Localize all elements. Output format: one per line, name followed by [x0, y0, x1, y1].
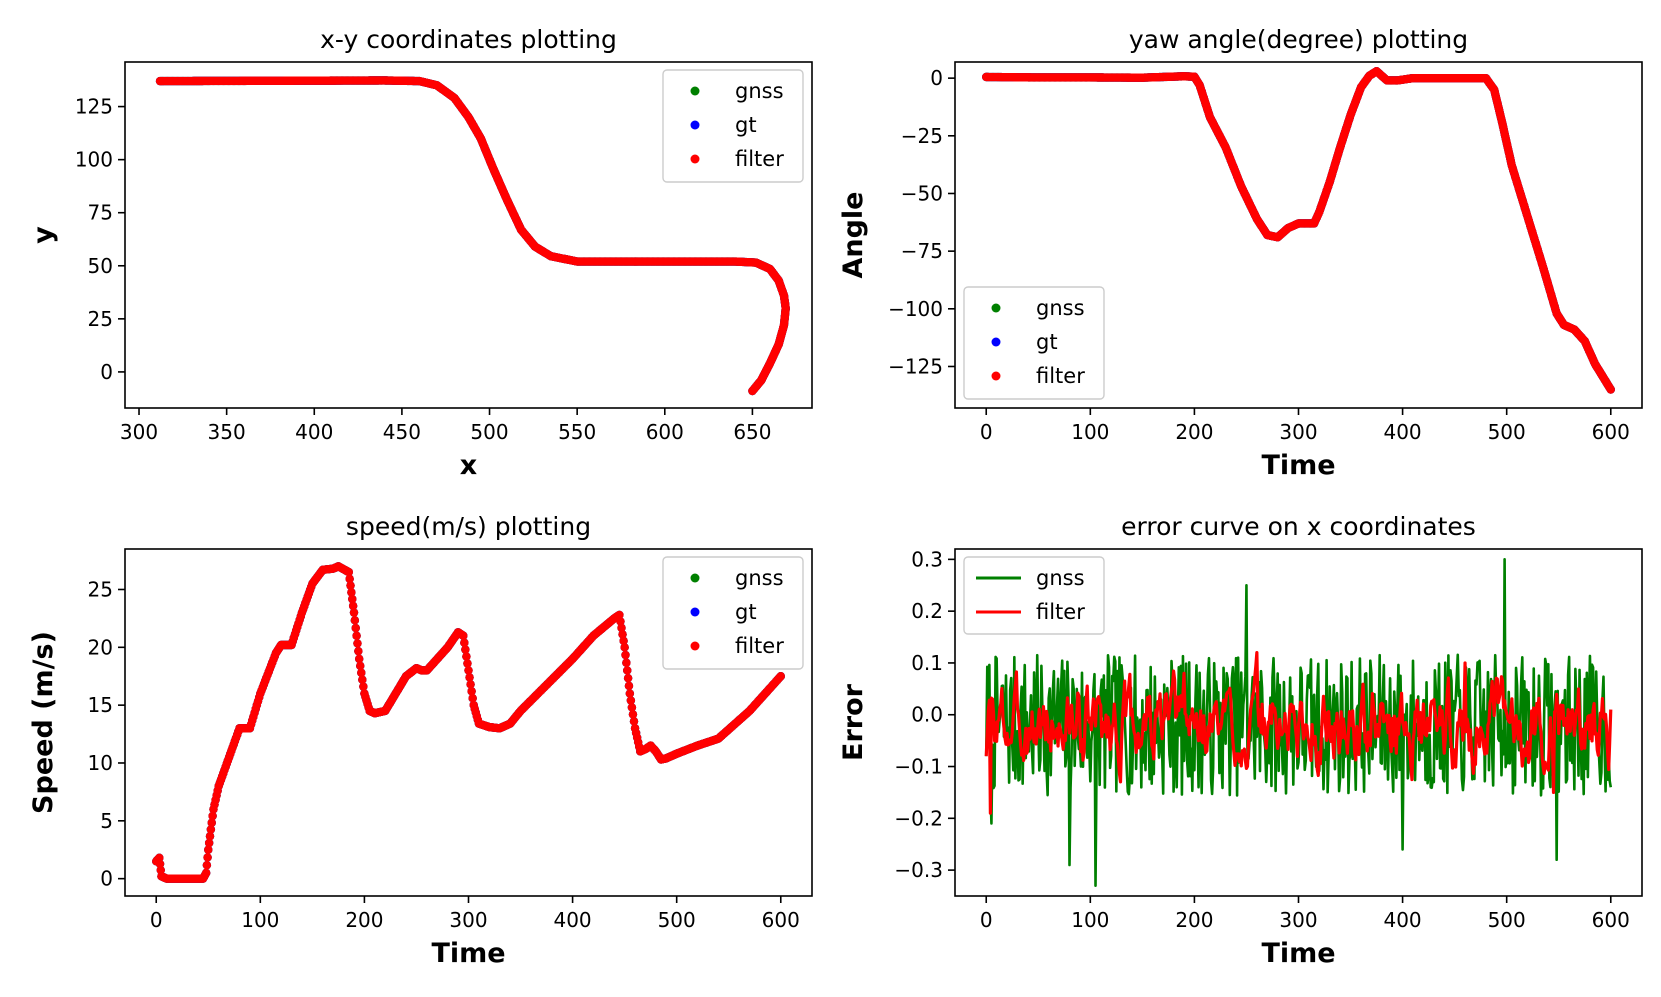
series-filter [982, 67, 1615, 394]
x-tick-label: 100 [1071, 420, 1109, 444]
data-point-filter [748, 386, 757, 396]
x-tick-label: 300 [1279, 420, 1317, 444]
y-tick-label: 50 [88, 254, 113, 278]
y-tick-label: −50 [901, 181, 943, 205]
legend-label-filter: filter [735, 147, 784, 171]
chart-speed: 0 100 200 300 400 500 6000510152025speed(m/s) … [28, 512, 813, 969]
legend-box [662, 69, 804, 183]
plot-frame [124, 61, 813, 409]
x-axis-label: x [460, 450, 477, 481]
y-tick-label: 0 [100, 360, 113, 384]
legend-label-gt: gt [735, 113, 757, 137]
x-tick-label: 650 [733, 420, 771, 444]
y-tick-label: −75 [901, 239, 943, 263]
y-tick-label: −25 [901, 124, 943, 148]
chart-title: x-y coordinates plotting [320, 25, 617, 54]
legend-label-gnss: gnss [1036, 296, 1085, 320]
legend-label-filter: filter [1036, 364, 1085, 388]
y-tick-label: −125 [888, 354, 943, 378]
legend: gnss gt filter [963, 286, 1105, 400]
x-tick-label: 600 [1592, 420, 1630, 444]
y-axis-label: y [28, 226, 59, 244]
x-axis-label: Time [1261, 450, 1335, 481]
x-tick-label: 300 [120, 420, 158, 444]
chart-yaw: 0 100 200 300 400 500 600 0 −25 −50 −75 −100 −125 yaw… [838, 25, 1643, 481]
legend-marker-gnss [991, 303, 1001, 313]
y-tick-label: 75 [88, 201, 113, 225]
y-tick-label: 25 [88, 307, 113, 331]
legend-marker-gt [690, 120, 700, 130]
x-tick-label: 400 [1383, 420, 1421, 444]
legend: gnss gt filter [662, 69, 804, 183]
legend-marker-gnss [690, 86, 700, 96]
legend-marker-filter [690, 154, 700, 164]
legend-label-gt: gt [1036, 330, 1058, 354]
x-tick-label: 0 [980, 420, 993, 444]
legend-box [963, 286, 1105, 400]
series-filter [155, 76, 790, 396]
x-tick-label: 400 [295, 420, 333, 444]
x-tick-label: 200 [1175, 420, 1213, 444]
x-tick-label: 450 [383, 420, 421, 444]
legend-label-gnss: gnss [735, 79, 784, 103]
data-point-filter [1606, 385, 1615, 394]
legend-marker-gt [991, 337, 1001, 347]
x-tick-label: 500 [470, 420, 508, 444]
y-tick-label: −100 [888, 297, 943, 321]
chart-xy: 300 350 400 450 500 550 600 650 0 25 50 75 100 125 x-y… [28, 25, 813, 481]
plot-area [982, 67, 1615, 394]
x-tick-label: 350 [208, 420, 246, 444]
chart-title: yaw angle(degree) plotting [1129, 25, 1468, 54]
y-tick-label: 125 [75, 95, 113, 119]
y-tick-label: 100 [75, 148, 113, 172]
x-tick-label: 500 [1488, 420, 1526, 444]
plot-area [155, 76, 790, 396]
y-axis-label: Angle [838, 191, 869, 278]
legend-marker-filter [991, 371, 1001, 381]
plot-area [152, 562, 785, 883]
y-tick-label: 0 [930, 66, 943, 90]
x-tick-label: 550 [558, 420, 596, 444]
x-tick-label: 600 [646, 420, 684, 444]
